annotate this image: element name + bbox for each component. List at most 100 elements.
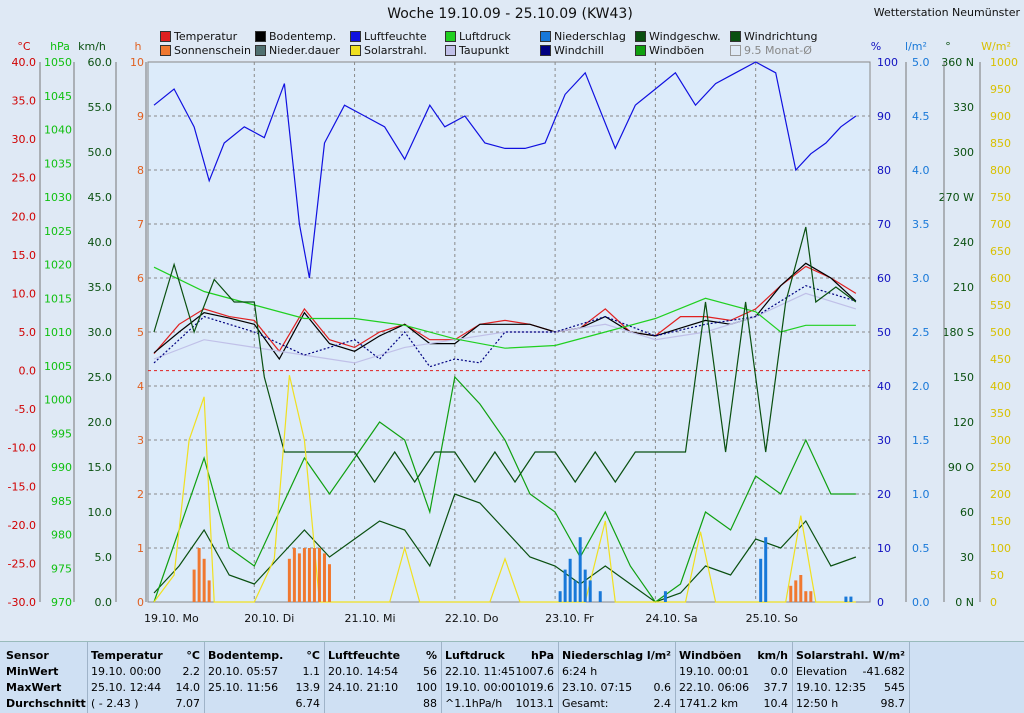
sonnenschein-bar bbox=[322, 553, 326, 602]
stats-cell: 19.10. 00:01 0.0 bbox=[679, 665, 788, 678]
solarstrahl--line bbox=[153, 375, 856, 603]
legend-label: Temperatur bbox=[174, 30, 238, 43]
legend-swatch bbox=[160, 31, 171, 42]
legend-label: Windböen bbox=[649, 44, 705, 57]
dir-axis-tick: 270 W bbox=[939, 191, 974, 204]
wind-axis-tick: 60.0 bbox=[88, 56, 113, 69]
temp-axis-tick: -10.0 bbox=[8, 442, 36, 455]
press-axis-tick: 1015 bbox=[44, 292, 72, 305]
legend-swatch bbox=[635, 45, 646, 56]
solar-axis-unit: W/m² bbox=[981, 40, 1011, 53]
weather-chart: 19.10. Mo 20.10. Di 21.10. Mi 22.10. Do 23.1… bbox=[8, 40, 1018, 625]
legend-item: Windchill bbox=[540, 44, 604, 57]
stats-cell: 25.10. 11:56 13.9 bbox=[208, 681, 320, 694]
sun-axis-tick: 9 bbox=[137, 110, 144, 123]
hum-axis-tick: 90 bbox=[877, 110, 891, 123]
stats-cell: 22.10. 06:06 37.7 bbox=[679, 681, 788, 694]
wind-axis-tick: 55.0 bbox=[88, 101, 113, 114]
dir-axis-tick: 150 bbox=[953, 371, 974, 384]
sonnenschein-bar bbox=[809, 591, 813, 602]
dir-axis-tick: 60 bbox=[960, 506, 974, 519]
legend-label: Luftdruck bbox=[459, 30, 511, 43]
legend-swatch bbox=[540, 31, 551, 42]
dir-axis-tick: 120 bbox=[953, 416, 974, 429]
press-axis-tick: 1010 bbox=[44, 326, 72, 339]
legend-swatch bbox=[635, 31, 646, 42]
rain-axis-tick: 5.0 bbox=[912, 56, 930, 69]
stats-cell: 20.10. 05:57 1.1 bbox=[208, 665, 320, 678]
solar-axis-tick: 300 bbox=[990, 434, 1011, 447]
stats-column: Bodentemp. °C 20.10. 05:57 1.1 25.10. 11:56 1… bbox=[204, 642, 325, 713]
press-axis-tick: 1000 bbox=[44, 394, 72, 407]
x-tick-label: 20.10. Di bbox=[244, 612, 294, 625]
stats-cell: 22.10. 11:45 1007.6 bbox=[445, 665, 554, 678]
stats-cell: 1741.2 km 10.4 bbox=[679, 697, 788, 710]
sonnenschein-bar bbox=[207, 580, 211, 602]
sun-axis-tick: 10 bbox=[130, 56, 144, 69]
solar-axis-tick: 650 bbox=[990, 245, 1011, 258]
rain-axis-tick: 1.5 bbox=[912, 434, 930, 447]
stats-column: Temperatur °C 19.10. 00:00 2.2 25.10. 12:44 1… bbox=[87, 642, 205, 713]
press-axis-tick: 980 bbox=[51, 529, 72, 542]
legend-label: Windchill bbox=[554, 44, 604, 57]
stats-column: Solarstrahl. W/m² Elevation -41.682 19.10. 1… bbox=[792, 642, 910, 713]
niederschlag-bar bbox=[844, 596, 848, 602]
temp-axis-tick: 10.0 bbox=[12, 287, 37, 300]
solar-axis-tick: 950 bbox=[990, 83, 1011, 96]
solar-axis-tick: 550 bbox=[990, 299, 1011, 312]
solar-axis-tick: 750 bbox=[990, 191, 1011, 204]
wind-axis-tick: 40.0 bbox=[88, 236, 113, 249]
stats-cell: Elevation -41.682 bbox=[796, 665, 905, 678]
stats-column: Luftfeuchte% 20.10. 14:54 56 24.10. 21:10 10… bbox=[324, 642, 442, 713]
press-axis-tick: 1030 bbox=[44, 191, 72, 204]
sonnenschein-bar bbox=[794, 580, 798, 602]
stats-header: Luftdruck hPa bbox=[445, 649, 554, 662]
sun-axis-tick: 4 bbox=[137, 380, 144, 393]
hum-axis-tick: 40 bbox=[877, 380, 891, 393]
temp-axis-tick: 0.0 bbox=[19, 365, 37, 378]
legend-label: Luftfeuchte bbox=[364, 30, 427, 43]
x-tick-label: 22.10. Do bbox=[445, 612, 499, 625]
solar-axis-tick: 400 bbox=[990, 380, 1011, 393]
legend-item: Windrichtung bbox=[730, 30, 817, 43]
sun-axis-tick: 5 bbox=[137, 326, 144, 339]
stats-header: Bodentemp. °C bbox=[208, 649, 320, 662]
rain-axis-tick: 3.5 bbox=[912, 218, 930, 231]
stats-table: Sensor MinWert MaxWert Durchschnitt Temperat… bbox=[0, 641, 1024, 713]
windb-en-line bbox=[153, 375, 856, 603]
x-tick-label: 23.10. Fr bbox=[545, 612, 594, 625]
press-axis-tick: 985 bbox=[51, 495, 72, 508]
stats-cell: 12:50 h 98.7 bbox=[796, 697, 905, 710]
niederschlag-bar bbox=[573, 580, 577, 602]
press-axis-tick: 975 bbox=[51, 562, 72, 575]
stats-cell: 23.10. 07:15 0.6 bbox=[562, 681, 671, 694]
legend-swatch bbox=[445, 45, 456, 56]
temp-axis-tick: 15.0 bbox=[12, 249, 37, 262]
niederschlag-bar bbox=[759, 558, 763, 602]
legend-label: Taupunkt bbox=[459, 44, 510, 57]
legend-swatch bbox=[160, 45, 171, 56]
wind-axis-tick: 50.0 bbox=[88, 146, 113, 159]
solar-axis-tick: 500 bbox=[990, 326, 1011, 339]
press-axis-tick: 1005 bbox=[44, 360, 72, 373]
niederschlag-bar bbox=[578, 537, 582, 602]
hum-axis-tick: 0 bbox=[877, 596, 884, 609]
rain-axis-tick: 0.5 bbox=[912, 542, 930, 555]
dir-axis-tick: 30 bbox=[960, 551, 974, 564]
solar-axis-tick: 100 bbox=[990, 542, 1011, 555]
legend-item: Solarstrahl. bbox=[350, 44, 427, 57]
stats-cell: 25.10. 12:44 14.0 bbox=[91, 681, 200, 694]
legend-label: Solarstrahl. bbox=[364, 44, 427, 57]
press-axis-tick: 1025 bbox=[44, 225, 72, 238]
x-tick-label: 24.10. Sa bbox=[645, 612, 697, 625]
sonnenschein-bar bbox=[197, 548, 201, 602]
temp-axis-tick: 35.0 bbox=[12, 95, 37, 108]
niederschlag-bar bbox=[563, 569, 567, 602]
rain-axis-tick: 2.0 bbox=[912, 380, 930, 393]
solar-axis-tick: 700 bbox=[990, 218, 1011, 231]
wind-axis-tick: 20.0 bbox=[88, 416, 113, 429]
press-axis-tick: 1050 bbox=[44, 56, 72, 69]
legend-item: Sonnenschein bbox=[160, 44, 251, 57]
sonnenschein-bar bbox=[317, 548, 321, 602]
wind-axis-tick: 0.0 bbox=[95, 596, 113, 609]
